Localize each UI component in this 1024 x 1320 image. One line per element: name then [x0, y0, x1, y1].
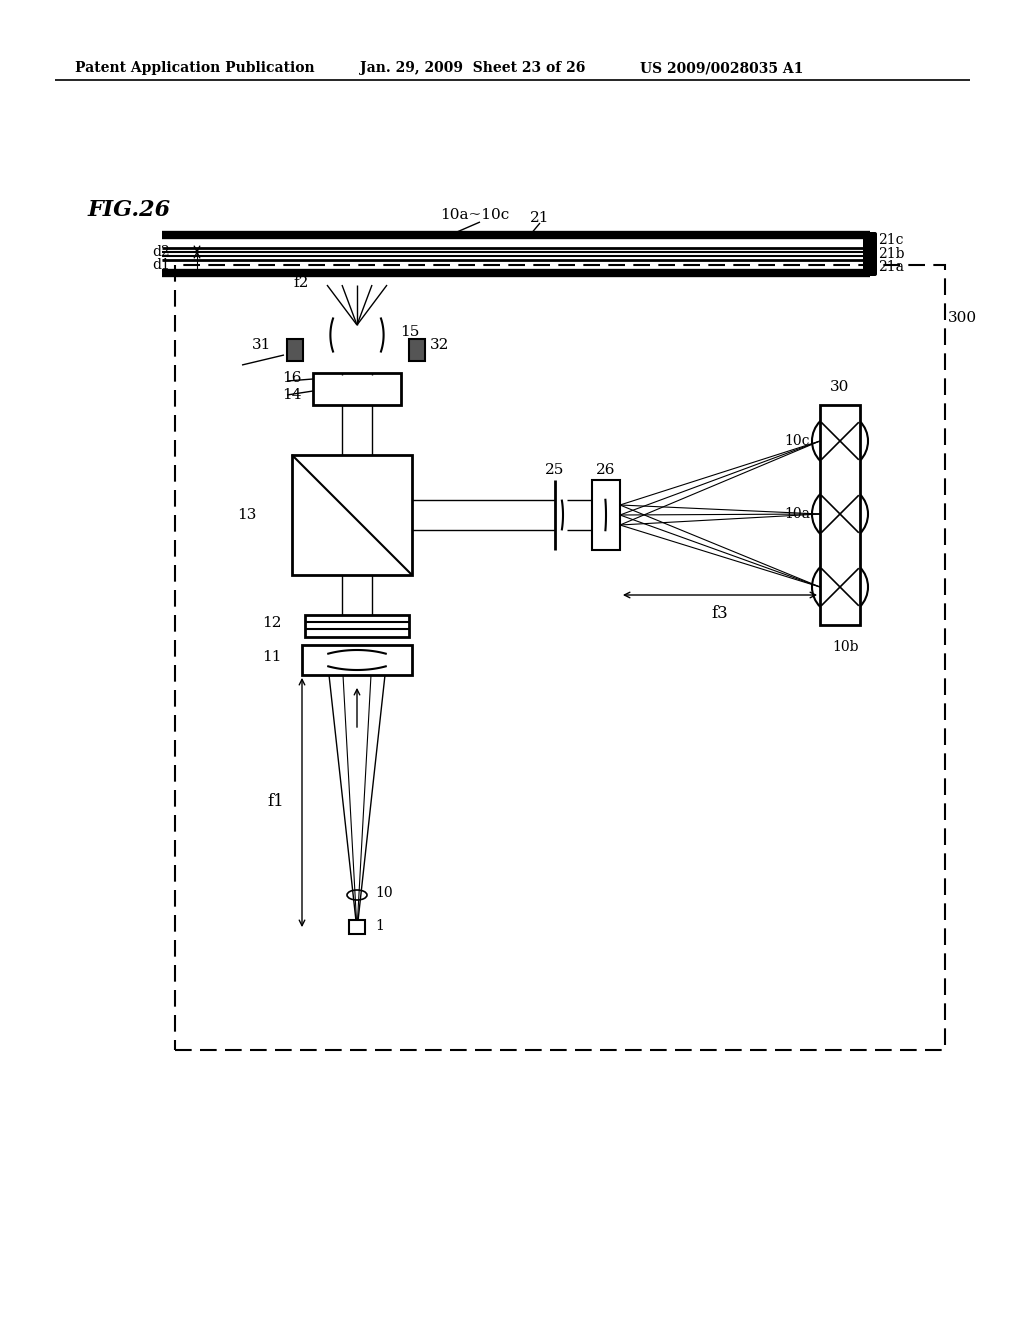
- Text: 12: 12: [262, 616, 282, 630]
- Text: 300: 300: [948, 312, 977, 325]
- Bar: [349, 920, 365, 935]
- Bar: [820, 405, 860, 624]
- Bar: [302, 645, 412, 675]
- Text: 14: 14: [282, 388, 301, 403]
- Text: d1: d1: [153, 257, 170, 272]
- Text: 26: 26: [596, 463, 615, 477]
- Text: 21: 21: [530, 211, 550, 224]
- Bar: [313, 374, 401, 405]
- Text: Patent Application Publication: Patent Application Publication: [75, 61, 314, 75]
- Text: 10a: 10a: [784, 507, 810, 521]
- Text: 10: 10: [375, 886, 392, 900]
- Text: FIG.26: FIG.26: [88, 199, 171, 220]
- Text: 21a: 21a: [878, 260, 904, 275]
- Text: Jan. 29, 2009  Sheet 23 of 26: Jan. 29, 2009 Sheet 23 of 26: [360, 61, 586, 75]
- Bar: [592, 480, 620, 550]
- Text: 31: 31: [252, 338, 271, 352]
- Text: f2: f2: [293, 276, 308, 290]
- Text: f1: f1: [267, 793, 284, 810]
- Text: 13: 13: [237, 508, 256, 521]
- Text: 10b: 10b: [831, 640, 858, 653]
- Text: 21c: 21c: [878, 234, 903, 247]
- Text: 15: 15: [400, 325, 420, 339]
- Text: 11: 11: [262, 649, 282, 664]
- Text: 30: 30: [830, 380, 850, 393]
- Bar: [175, 265, 945, 1049]
- Text: f3: f3: [712, 605, 728, 622]
- Text: US 2009/0028035 A1: US 2009/0028035 A1: [640, 61, 804, 75]
- Text: 1: 1: [375, 919, 384, 933]
- Text: 32: 32: [430, 338, 450, 352]
- Text: d2: d2: [153, 246, 170, 259]
- Bar: [409, 339, 425, 360]
- Text: 16: 16: [282, 371, 301, 385]
- Text: 10c: 10c: [784, 434, 810, 447]
- Text: 10a~10c: 10a~10c: [440, 209, 509, 222]
- Bar: [305, 615, 409, 638]
- FancyBboxPatch shape: [863, 232, 877, 276]
- Text: 25: 25: [545, 463, 564, 477]
- Bar: [292, 455, 412, 576]
- Text: 21b: 21b: [878, 247, 904, 261]
- Bar: [287, 339, 303, 360]
